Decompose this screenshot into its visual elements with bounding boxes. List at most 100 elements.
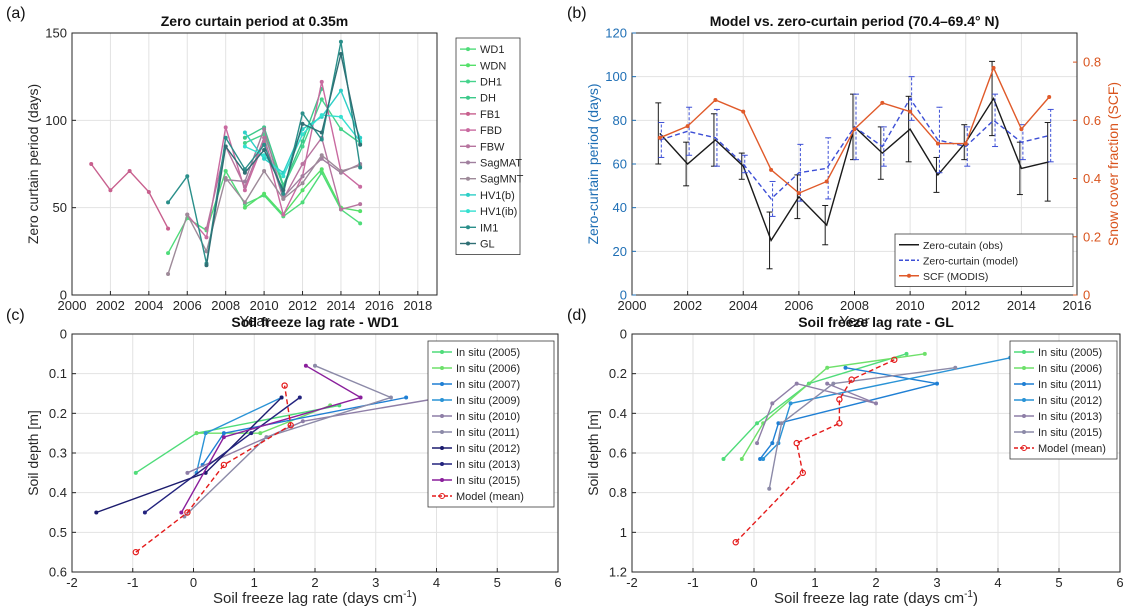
chart-title: Model vs. zero-curtain period (70.4–69.4… <box>710 13 1000 29</box>
x-axis-label-suffix: ) <box>412 590 417 607</box>
series-line-13 <box>205 53 361 266</box>
panel-label: (d) <box>567 307 587 324</box>
data-point <box>935 141 940 146</box>
x-tick-label: 3 <box>933 575 940 590</box>
data-point <box>991 65 996 70</box>
series-line-4 <box>195 396 282 473</box>
data-point <box>935 381 939 386</box>
legend-label: GL <box>480 239 495 251</box>
data-point <box>825 365 830 370</box>
data-point <box>300 144 305 149</box>
x-tick-label: 0 <box>190 575 197 590</box>
legend-label: In situ (2009) <box>456 395 520 407</box>
y-tick-label: 100 <box>605 69 627 84</box>
data-point <box>166 272 171 277</box>
legend-marker <box>440 430 444 434</box>
data-point <box>89 162 94 166</box>
data-point <box>242 205 247 210</box>
data-point <box>287 422 294 429</box>
data-point <box>94 510 99 515</box>
x-tick-label: 2012 <box>951 298 980 313</box>
legend-label: In situ (2012) <box>1038 395 1102 407</box>
data-point <box>319 130 324 135</box>
data-point <box>657 135 662 140</box>
data-point <box>242 141 247 146</box>
panel-d: (d) Soil freeze lag rate - GL -2 -1 0 1 2 3 4 5 6 0… <box>567 307 1124 607</box>
panel-b: (b) Model vs. zero-curtain period (70.4–6… <box>567 5 1121 330</box>
x-tick-label: 2010 <box>250 298 279 313</box>
legend-marker <box>1022 366 1026 370</box>
legend-marker <box>466 47 470 52</box>
legend-label: WD1 <box>480 44 504 56</box>
y-tick-label: 60 <box>613 157 627 172</box>
data-point <box>788 401 793 406</box>
data-point <box>891 356 898 363</box>
data-point <box>767 486 772 491</box>
y-tick-label: 80 <box>613 113 627 128</box>
series-line-1 <box>722 353 907 460</box>
y-tick-label: 0.6 <box>49 565 67 580</box>
y-axis-label: Soil depth [m] <box>585 410 601 496</box>
legend-marker <box>466 225 470 230</box>
data-point <box>262 153 267 158</box>
y-tick-label: 0.8 <box>609 485 627 500</box>
data-point <box>262 135 267 140</box>
data-point <box>185 470 190 475</box>
series-line-2 <box>741 353 925 460</box>
y-tick-label: 0.2 <box>609 366 627 381</box>
legend-marker <box>440 462 444 466</box>
data-point <box>166 251 171 256</box>
legend-marker <box>466 79 470 84</box>
series-line-2 <box>659 97 1050 200</box>
legend-marker <box>466 241 470 246</box>
data-point <box>166 200 171 205</box>
x-tick-label: -2 <box>66 575 78 590</box>
data-point <box>755 421 760 426</box>
data-point <box>848 376 855 383</box>
data-point <box>242 179 247 184</box>
x-tick-label: 1 <box>251 575 258 590</box>
data-point <box>1019 127 1024 132</box>
legend-marker <box>1022 430 1026 434</box>
x-tick-label: 1 <box>811 575 818 590</box>
data-point <box>319 97 324 102</box>
legend-label: WDN <box>480 60 506 72</box>
legend-label: SCF (MODIS) <box>923 271 988 283</box>
series-group <box>89 39 363 277</box>
legend-marker <box>466 128 470 133</box>
x-tick-label: 2008 <box>211 298 240 313</box>
data-point <box>242 188 247 193</box>
data-point <box>836 420 843 427</box>
x-axis-label-superscript: -1 <box>964 589 973 600</box>
x-tick-label: 3 <box>372 575 379 590</box>
data-point <box>223 168 228 173</box>
legend-marker <box>1022 414 1026 418</box>
y-tick-label: 0.1 <box>49 366 67 381</box>
legend-label: DH <box>480 93 496 105</box>
legend-marker <box>466 144 470 149</box>
data-point <box>204 263 209 268</box>
data-point <box>319 79 324 84</box>
panel-label: (b) <box>567 5 587 22</box>
legend-label: Zero-curtain (model) <box>923 255 1018 267</box>
y-right-tick-label: 0.6 <box>1083 113 1101 128</box>
x-axis-label-superscript: -1 <box>403 589 412 600</box>
y-tick-label: 20 <box>613 244 627 259</box>
data-point <box>297 395 302 400</box>
data-point <box>776 421 781 426</box>
series-group <box>655 60 1054 270</box>
y-axis-label: Soil depth [m] <box>25 410 41 496</box>
x-axis-label-text: Soil freeze lag rate (days cm <box>213 590 403 607</box>
legend-label: Model (mean) <box>1038 443 1106 455</box>
legend-marker <box>1022 398 1026 402</box>
x-tick-label: 6 <box>1116 575 1123 590</box>
series-line-1 <box>135 404 340 474</box>
data-point <box>242 130 247 135</box>
y-tick-label: 0.6 <box>609 446 627 461</box>
data-point <box>319 153 324 158</box>
data-point <box>300 111 305 116</box>
data-point <box>262 142 267 147</box>
data-point <box>142 510 147 515</box>
x-axis-label-text: Soil freeze lag rate (days cm <box>774 590 964 607</box>
